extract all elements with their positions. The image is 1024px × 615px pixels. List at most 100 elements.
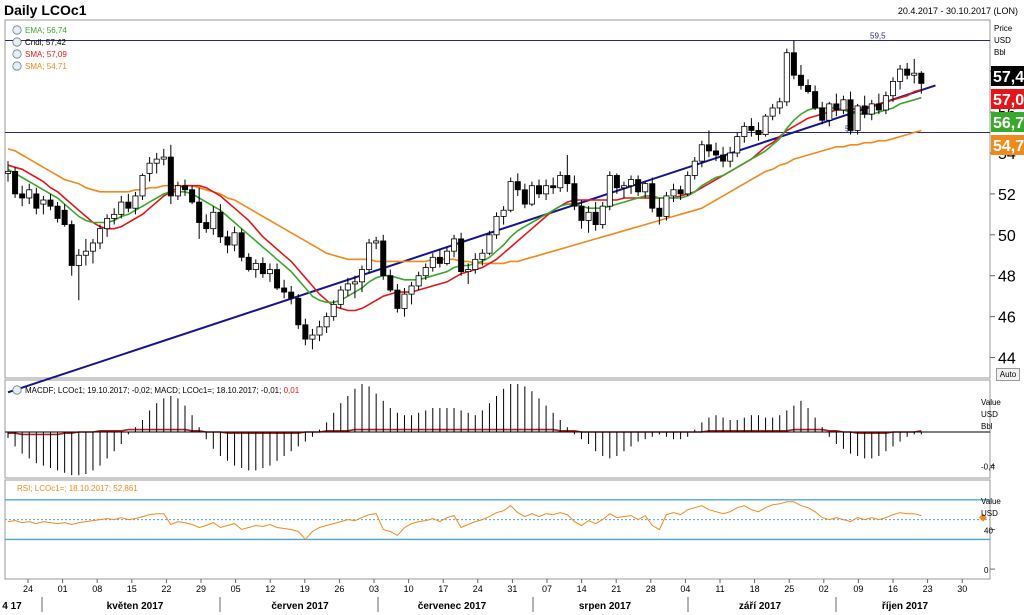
candle-body — [132, 195, 139, 209]
candle-body — [174, 185, 181, 197]
candle-body — [918, 72, 925, 84]
candle-body — [344, 283, 351, 291]
price-axis-title: USD — [994, 36, 1011, 45]
candle-body — [373, 240, 380, 244]
candle-body — [196, 201, 203, 223]
legend-toggle-icon — [12, 37, 22, 47]
candle-body — [167, 156, 174, 197]
macd-tick-label: -0,4 — [981, 463, 995, 472]
candle-body — [252, 263, 259, 270]
price-tag-label: 57,4 — [993, 69, 1024, 86]
candle-body — [5, 170, 11, 174]
candle-body — [620, 185, 627, 189]
rsi-axis-title: USD — [981, 509, 998, 518]
price-tick-label: 48 — [998, 269, 1016, 286]
rsi-tick-label: 0 — [984, 566, 989, 575]
candle-body — [415, 275, 422, 287]
candle-body — [493, 215, 500, 236]
candle-body — [97, 228, 104, 244]
candle-body — [514, 181, 521, 191]
legend-toggle-icon — [12, 49, 22, 59]
macd-legend-segment: 0,01 — [284, 386, 300, 395]
candle-body — [847, 99, 854, 131]
candle-body — [47, 199, 54, 207]
price-tag-label: 57,0 — [993, 92, 1024, 109]
candle-body — [911, 72, 918, 76]
candle-body — [181, 185, 188, 191]
hlines-group: 59,555 — [5, 31, 990, 394]
candle-body — [861, 105, 868, 115]
month-label: červenec 2017 — [418, 601, 487, 612]
price-tick-label: 46 — [998, 310, 1016, 327]
candle-body — [89, 242, 96, 252]
auto-scale-button[interactable]: Auto — [996, 368, 1020, 381]
candle-body — [479, 252, 486, 260]
candle-body — [387, 275, 394, 291]
candle-body — [691, 160, 698, 176]
rsi-marker-icon — [979, 513, 987, 522]
candle-body — [606, 175, 613, 207]
candle-body — [528, 185, 535, 205]
axes-group: PriceUSDBbl585654525048464457,457,056,75… — [2, 24, 1024, 612]
day-tick-label: 03 — [369, 584, 379, 594]
day-tick-label: 12 — [265, 584, 275, 594]
macd-axis-title: Value — [981, 398, 1001, 407]
price-tick-label: 44 — [998, 351, 1016, 368]
candle-body — [288, 291, 295, 299]
candle-body — [295, 297, 302, 326]
legend-group: EMA; 56,74 Cndl; 57,42 SMA; 57,09 SMA; 54,7… — [12, 25, 300, 493]
candle-body — [266, 269, 273, 275]
candle-body — [443, 250, 450, 264]
macd-signal-line — [8, 428, 922, 436]
month-label: červen 2017 — [271, 601, 329, 612]
candle-body — [486, 234, 493, 254]
day-tick-label: 28 — [646, 584, 656, 594]
candle-body — [713, 150, 720, 156]
candle-body — [26, 189, 33, 199]
candle-body — [642, 183, 649, 193]
candle-body — [805, 85, 812, 93]
price-tag — [991, 135, 1024, 155]
candle-body — [160, 156, 167, 160]
candle-body — [408, 285, 415, 295]
candle-body — [422, 267, 429, 277]
candle-body — [316, 326, 323, 336]
candle-body — [472, 258, 479, 270]
candle-body — [309, 334, 316, 340]
candle-body — [748, 125, 755, 131]
candle-body — [40, 199, 47, 205]
day-tick-label: 07 — [542, 584, 552, 594]
day-tick-label: 10 — [404, 584, 414, 594]
trendline — [7, 84, 936, 394]
day-tick-label: 11 — [715, 584, 724, 594]
day-tick-label: 25 — [784, 584, 794, 594]
candle-body — [111, 213, 118, 219]
candle-body — [458, 238, 465, 273]
day-tick-label: 24 — [473, 584, 483, 594]
candle-body — [465, 269, 472, 273]
rsi-tick-label: 40 — [984, 527, 993, 536]
day-tick-label: 14 — [577, 584, 587, 594]
price-tick-label: 50 — [998, 228, 1016, 245]
candle-body — [677, 189, 684, 195]
day-tick-label: 29 — [196, 584, 206, 594]
candle-body — [12, 170, 19, 195]
legend-toggle-icon — [12, 61, 22, 71]
candle-body — [776, 101, 783, 109]
candle-body — [557, 175, 564, 189]
candle-body — [536, 185, 543, 195]
candle-body — [819, 107, 826, 121]
candle-body — [337, 289, 344, 305]
candle-body — [833, 103, 840, 111]
candle-body — [139, 175, 146, 197]
candle-body — [358, 269, 365, 283]
legend-toggle-icon — [12, 25, 22, 35]
macd-axis-title: USD — [981, 410, 998, 419]
candle-body — [75, 254, 82, 266]
legend-entry: SMA; 57,09 — [25, 50, 67, 59]
date-range-label: 20.4.2017 - 30.10.2017 (LON) — [897, 6, 1018, 16]
day-tick-label: 19 — [300, 584, 310, 594]
candle-body — [189, 189, 196, 203]
candle-body — [259, 263, 266, 275]
price-tag-label: 56,7 — [993, 115, 1024, 132]
